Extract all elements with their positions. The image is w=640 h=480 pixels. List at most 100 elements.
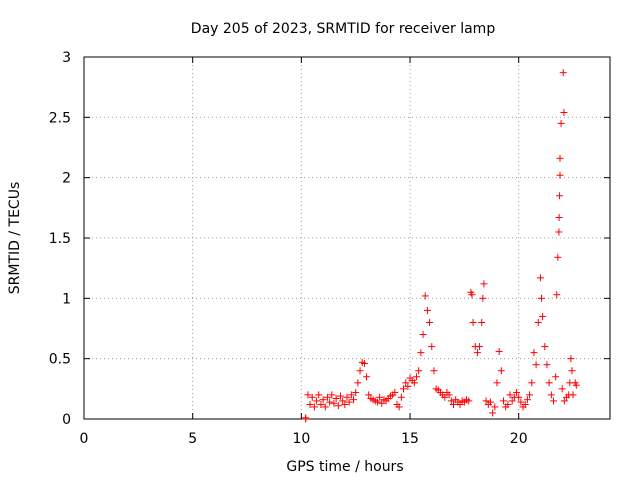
data-point (497, 367, 505, 375)
data-point (350, 396, 358, 404)
x-tick-label: 20 (510, 431, 528, 447)
data-point (486, 398, 494, 406)
data-point (336, 392, 344, 400)
data-point (376, 393, 384, 401)
data-point (363, 373, 371, 381)
x-tick-label: 5 (188, 431, 197, 447)
data-point (317, 401, 325, 409)
data-point (428, 343, 436, 351)
data-point (395, 403, 403, 411)
data-point (489, 409, 497, 417)
y-tick-label: 1 (62, 291, 71, 307)
x-tick-label: 10 (292, 431, 310, 447)
data-point (560, 109, 568, 117)
data-point (493, 379, 501, 387)
data-point (445, 391, 453, 399)
data-point (347, 391, 355, 399)
data-point (415, 367, 423, 375)
data-point (499, 397, 507, 405)
data-point (555, 228, 563, 236)
data-point (521, 401, 529, 409)
data-point (530, 349, 538, 357)
data-point (479, 294, 487, 302)
y-axis-label: SRMTID / TECUs (7, 182, 23, 295)
axis-ticks: 0 5 10 15 20 0 0.5 1 1.5 2 2.5 3 (49, 50, 610, 447)
data-point (549, 397, 557, 405)
data-point (356, 367, 364, 375)
data-point (534, 318, 542, 326)
data-point (552, 373, 560, 381)
grid (84, 57, 610, 419)
data-point (332, 394, 340, 402)
data-point (302, 414, 310, 422)
data-point (556, 192, 564, 200)
data-point (526, 391, 534, 399)
data-point (517, 398, 525, 406)
data-point (321, 403, 329, 411)
data-point (304, 391, 312, 399)
data-point (402, 379, 410, 387)
data-point (568, 367, 576, 375)
data-point (421, 292, 429, 300)
data-point (536, 274, 544, 282)
data-point (532, 361, 540, 369)
y-tick-label: 2.5 (49, 110, 71, 126)
data-point (354, 379, 362, 387)
data-point (515, 393, 523, 401)
data-point (310, 403, 318, 411)
y-tick-label: 3 (62, 50, 71, 66)
x-axis-label: GPS time / hours (286, 459, 403, 475)
data-point (556, 171, 564, 179)
data-point (468, 291, 476, 299)
data-point (572, 381, 580, 389)
data-point (513, 388, 521, 396)
data-point (352, 388, 360, 396)
y-tick-label: 0.5 (49, 352, 71, 368)
chart-title: Day 205 of 2023, SRMTID for receiver lam… (191, 21, 496, 37)
data-point (328, 391, 336, 399)
data-point (430, 367, 438, 375)
y-tick-label: 2 (62, 171, 71, 187)
data-point (306, 401, 314, 409)
data-point (523, 396, 531, 404)
data-point (478, 318, 486, 326)
data-point (423, 306, 431, 314)
data-point (555, 213, 563, 221)
data-point (313, 397, 321, 405)
data-point (482, 397, 490, 405)
data-point (450, 401, 458, 409)
plot-frame (83, 56, 611, 420)
data-point (567, 355, 575, 363)
data-point (569, 391, 577, 399)
data-point (553, 291, 561, 299)
data-point (419, 331, 427, 339)
y-tick-label: 0 (62, 412, 71, 428)
data-point (504, 401, 512, 409)
data-point (441, 393, 449, 401)
data-point (506, 391, 514, 399)
data-point (365, 391, 373, 399)
data-point (495, 347, 503, 355)
data-point (341, 401, 349, 409)
data-point (323, 393, 331, 401)
data-point (557, 119, 565, 127)
y-tick-label: 1.5 (49, 231, 71, 247)
data-point (330, 399, 338, 407)
data-point (343, 393, 351, 401)
data-point (541, 343, 549, 351)
data-point (476, 343, 484, 351)
data-point (315, 391, 323, 399)
data-points (302, 69, 580, 423)
data-point (559, 69, 567, 77)
data-point (447, 397, 455, 405)
data-point (554, 253, 562, 261)
data-point (480, 280, 488, 288)
x-tick-label: 15 (401, 431, 419, 447)
data-point (465, 397, 473, 405)
data-point (404, 382, 412, 390)
data-point (469, 318, 477, 326)
data-point (378, 399, 386, 407)
data-point (360, 359, 368, 367)
data-point (456, 401, 464, 409)
